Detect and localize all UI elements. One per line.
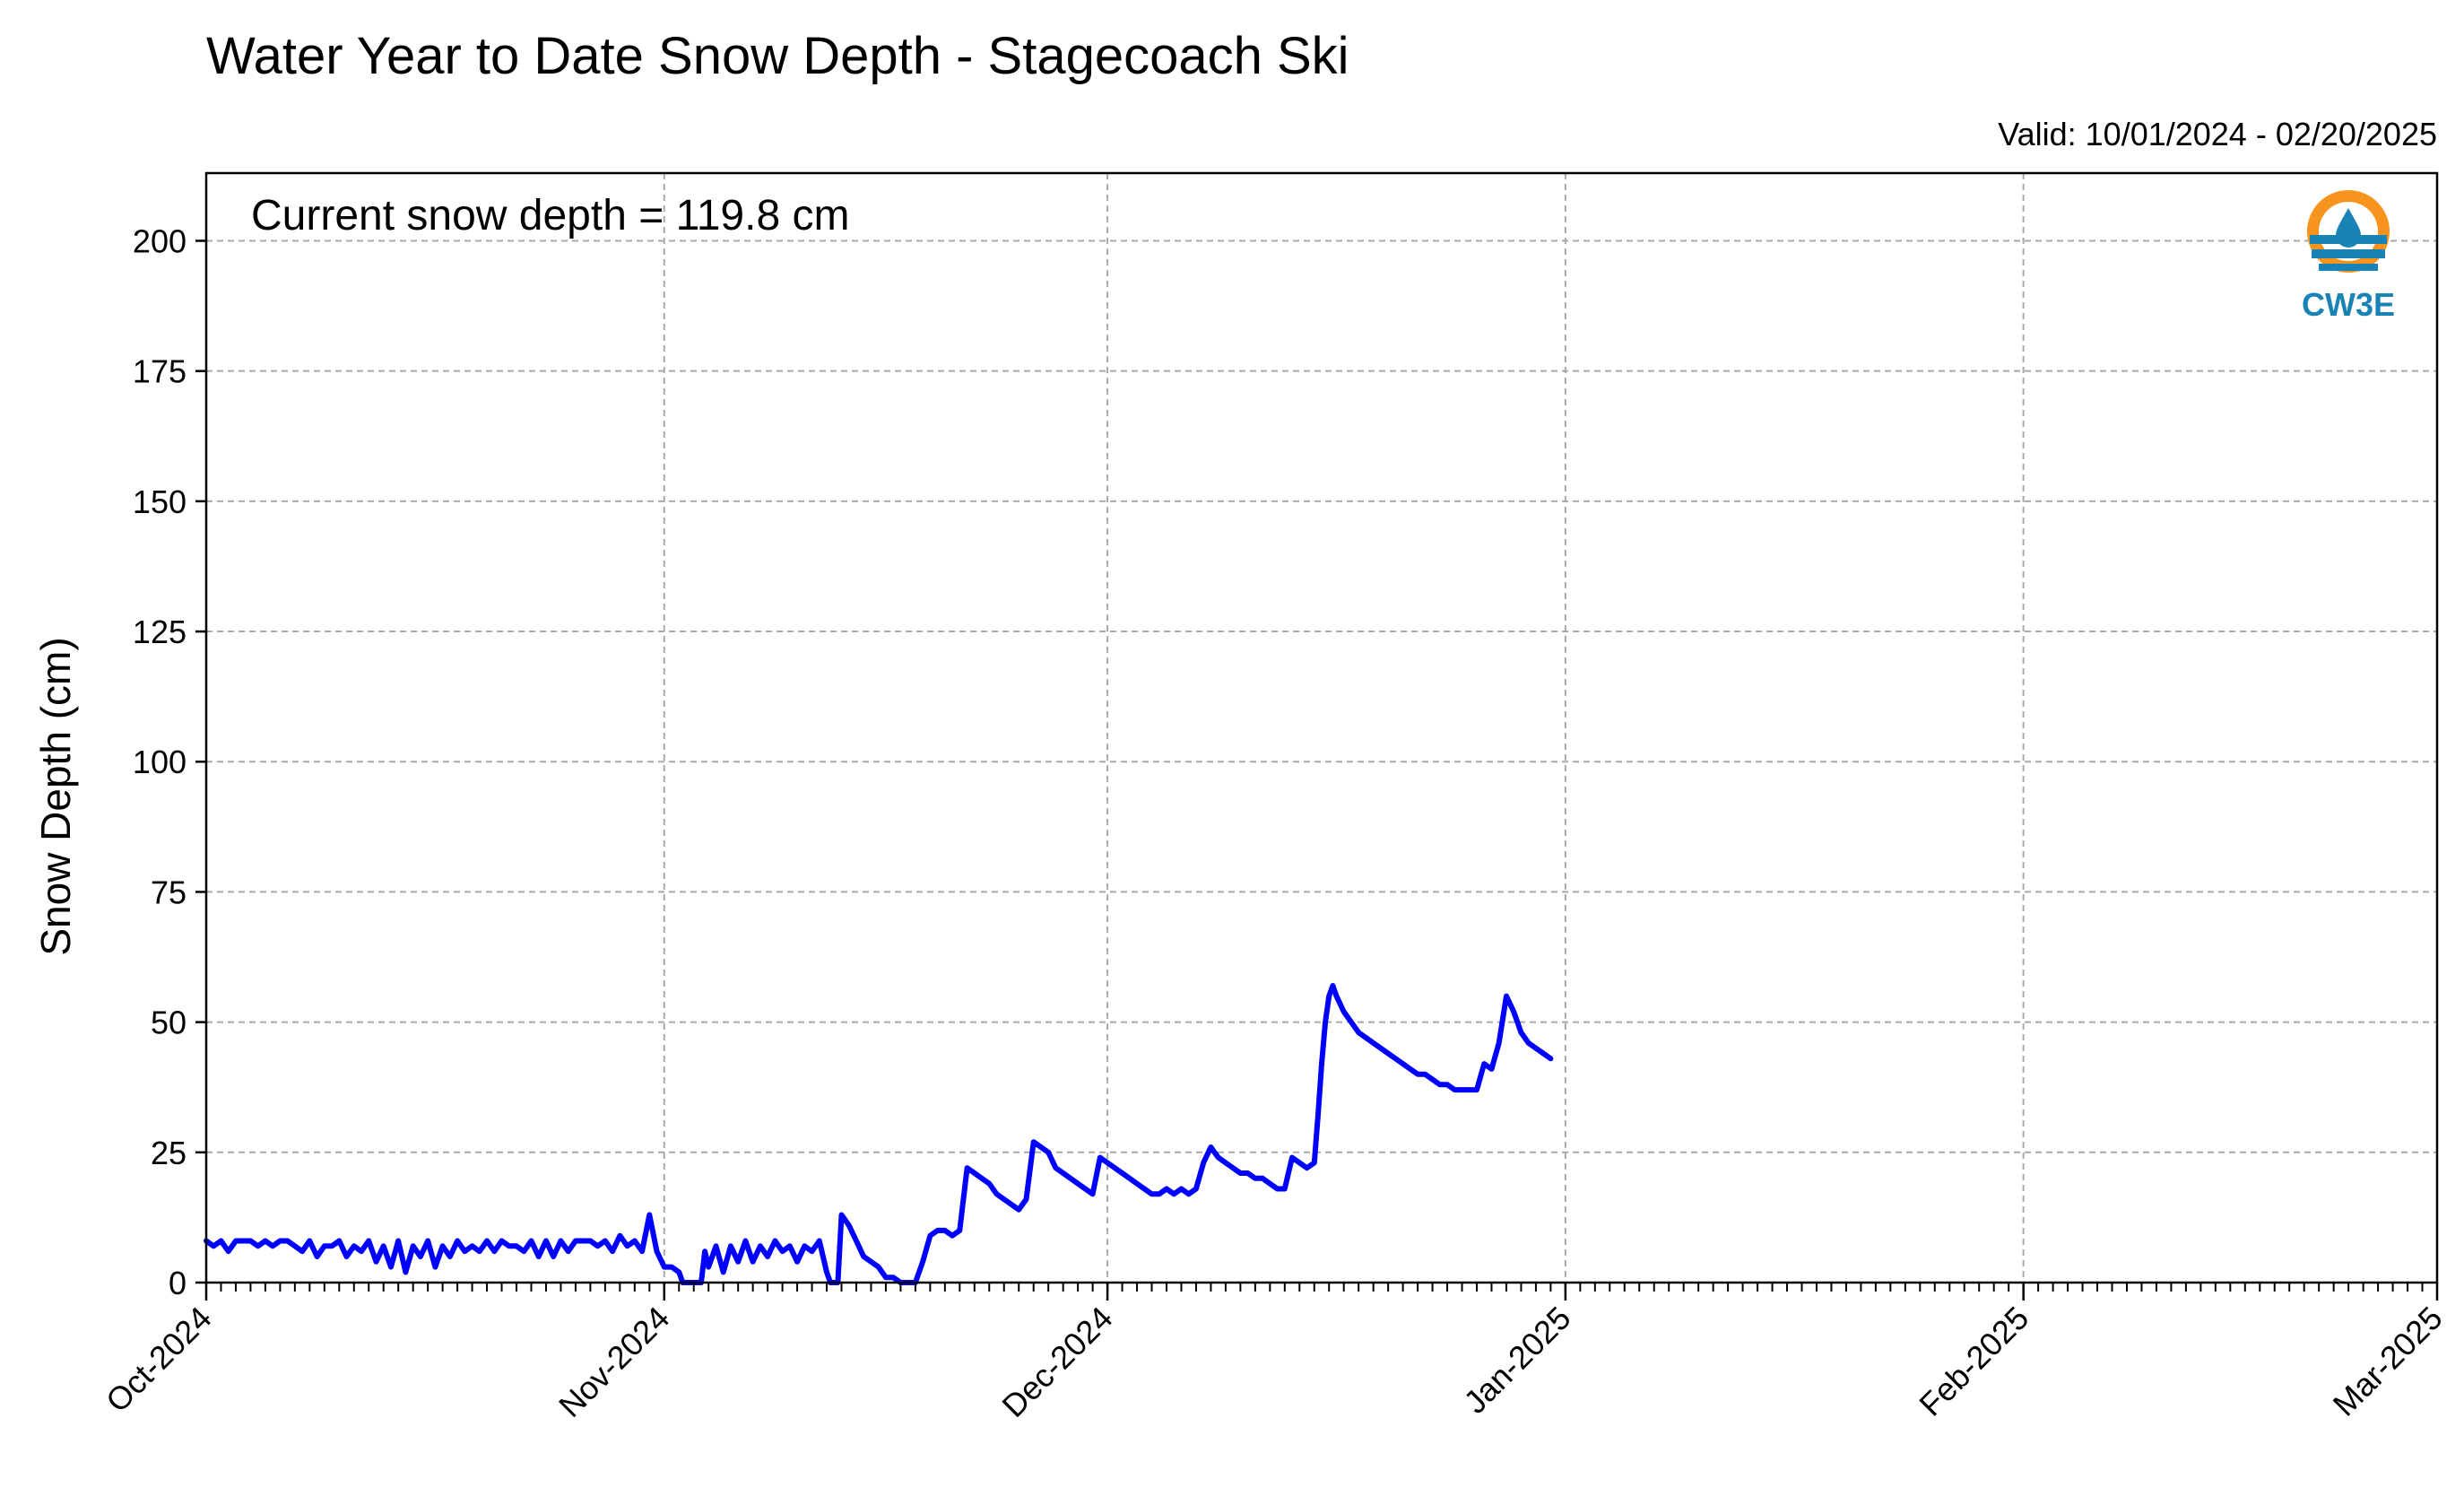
- y-tick-label: 100: [133, 744, 187, 780]
- cw3e-logo: CW3E: [2302, 190, 2395, 323]
- logo-text: CW3E: [2302, 286, 2395, 323]
- x-tick-label: Jan-2025: [1456, 1300, 1577, 1421]
- water-drop-icon: [2336, 208, 2361, 248]
- y-tick-label: 200: [133, 222, 187, 259]
- x-tick-label: Feb-2025: [1912, 1300, 2035, 1423]
- y-tick-label: 150: [133, 483, 187, 520]
- data-series: [204, 983, 1554, 1285]
- logo-wave-mid: [2312, 249, 2385, 258]
- x-tick-label: Dec-2024: [994, 1300, 1119, 1424]
- x-tick-label: Nov-2024: [551, 1300, 676, 1424]
- chart-title: Water Year to Date Snow Depth - Stagecoa…: [206, 27, 1349, 85]
- logo-wave-bottom: [2319, 264, 2378, 271]
- axes: 0 25 50 75 100 125 150 175 200 Oct-2024 Nov-2024 De…: [99, 222, 2450, 1424]
- y-tick-label: 75: [151, 874, 187, 910]
- y-tick-label: 50: [151, 1005, 187, 1041]
- current-depth-annotation: Current snow depth = 119.8 cm: [251, 192, 849, 239]
- y-tick-label: 175: [133, 353, 187, 390]
- y-axis-label: Snow Depth (cm): [32, 637, 79, 955]
- x-tick-label: Mar-2025: [2326, 1300, 2450, 1423]
- y-tick-label: 25: [151, 1135, 187, 1171]
- gridlines: [205, 173, 2438, 1283]
- plot-frame: [204, 171, 2439, 1284]
- y-tick-label: 125: [133, 613, 187, 650]
- x-tick-label: Oct-2024: [99, 1300, 219, 1420]
- snow-depth-line: [204, 983, 1554, 1285]
- y-tick-label: 0: [169, 1265, 187, 1301]
- chart-subtitle: Valid: 10/01/2024 - 02/20/2025: [1998, 116, 2437, 152]
